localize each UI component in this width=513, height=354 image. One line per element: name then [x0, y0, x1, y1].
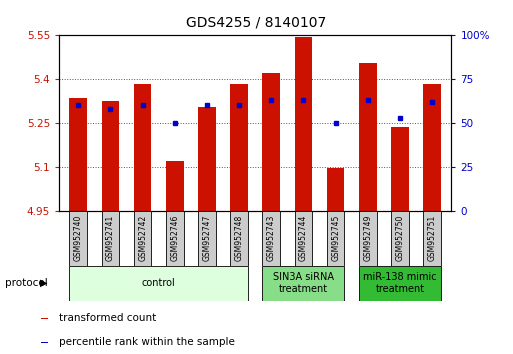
- Bar: [41, 318, 48, 319]
- Text: miR-138 mimic
treatment: miR-138 mimic treatment: [363, 272, 437, 294]
- Text: GSM952750: GSM952750: [396, 215, 404, 261]
- Bar: [359, 211, 377, 266]
- Bar: [69, 98, 87, 211]
- Bar: [294, 37, 312, 211]
- Text: GSM952748: GSM952748: [234, 215, 244, 261]
- Text: percentile rank within the sample: percentile rank within the sample: [59, 337, 235, 347]
- Bar: [230, 211, 248, 266]
- Text: GSM952745: GSM952745: [331, 215, 340, 261]
- Bar: [423, 84, 441, 211]
- Text: GSM952747: GSM952747: [203, 215, 211, 261]
- Bar: [166, 211, 184, 266]
- Text: SIN3A siRNA
treatment: SIN3A siRNA treatment: [273, 272, 334, 294]
- Text: transformed count: transformed count: [59, 313, 156, 323]
- Bar: [69, 211, 87, 266]
- Bar: [102, 211, 120, 266]
- Bar: [102, 101, 120, 211]
- Text: GSM952740: GSM952740: [74, 215, 83, 261]
- Bar: [263, 211, 280, 266]
- Bar: [359, 63, 377, 211]
- Text: protocol: protocol: [5, 278, 48, 288]
- Bar: [423, 211, 441, 266]
- Text: GSM952742: GSM952742: [138, 215, 147, 261]
- Bar: [69, 266, 248, 301]
- Bar: [41, 342, 48, 343]
- Bar: [327, 211, 345, 266]
- Text: GSM952744: GSM952744: [299, 215, 308, 261]
- Bar: [134, 211, 151, 266]
- Text: GSM952749: GSM952749: [363, 215, 372, 261]
- Text: GDS4255 / 8140107: GDS4255 / 8140107: [186, 16, 327, 30]
- Text: GSM952746: GSM952746: [170, 215, 180, 261]
- Bar: [198, 211, 216, 266]
- Bar: [230, 84, 248, 211]
- Bar: [391, 127, 409, 211]
- Bar: [166, 161, 184, 211]
- Text: GSM952751: GSM952751: [428, 215, 437, 261]
- Bar: [391, 211, 409, 266]
- Text: GSM952741: GSM952741: [106, 215, 115, 261]
- Text: GSM952743: GSM952743: [267, 215, 276, 261]
- Text: control: control: [142, 278, 175, 288]
- Bar: [198, 107, 216, 211]
- Text: ▶: ▶: [40, 278, 48, 288]
- Bar: [263, 73, 280, 211]
- Bar: [359, 266, 441, 301]
- Bar: [263, 266, 345, 301]
- Bar: [294, 211, 312, 266]
- Bar: [134, 84, 151, 211]
- Bar: [327, 168, 345, 211]
